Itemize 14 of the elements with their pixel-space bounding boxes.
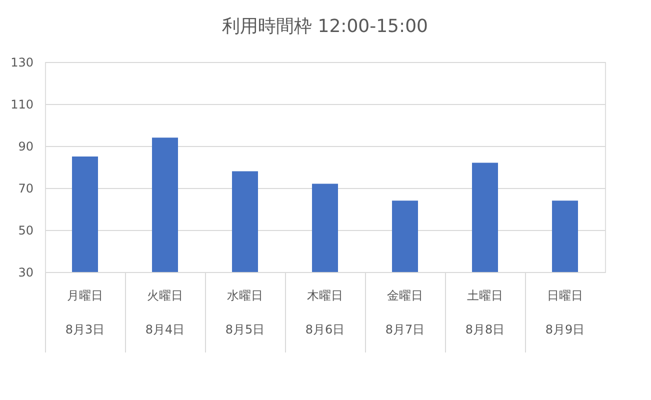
category-label: 月曜日 8月3日 (65, 288, 105, 336)
category-label: 木曜日 8月6日 (305, 288, 345, 336)
y-tick-label: 90 (18, 140, 34, 154)
category-label: 火曜日 8月4日 (145, 288, 185, 336)
category-label: 金曜日 8月7日 (385, 288, 425, 336)
category-label: 土曜日 8月8日 (465, 288, 505, 336)
y-tick-label: 30 (18, 266, 34, 280)
y-tick-label: 70 (18, 182, 34, 196)
y-tick-label: 110 (10, 98, 34, 112)
chart-title: 利用時間枠 12:00-15:00 (222, 16, 428, 37)
y-tick-label: 50 (18, 224, 34, 238)
y-tick-label: 130 (10, 56, 34, 70)
category-label: 日曜日 8月9日 (545, 288, 585, 336)
category-label: 水曜日 8月5日 (225, 288, 265, 336)
